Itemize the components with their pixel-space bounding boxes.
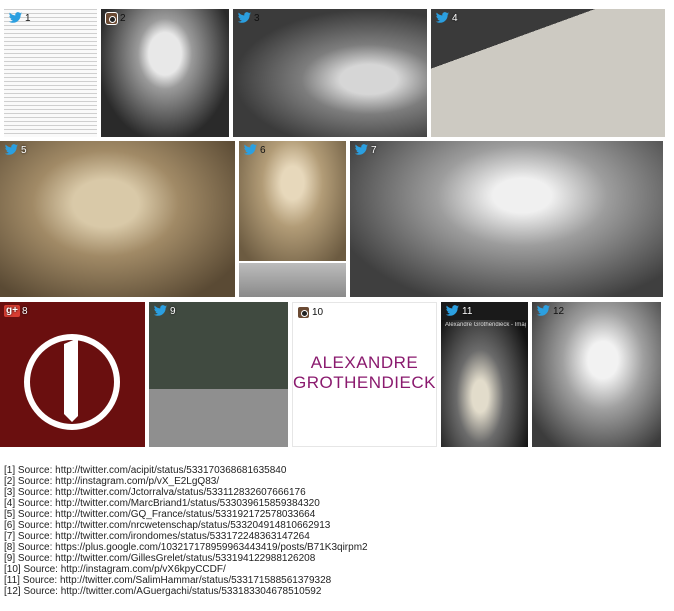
tile-number: 12: [553, 305, 565, 317]
photo-tile-10[interactable]: 10 ALEXANDRE GROTHENDIECK: [292, 302, 437, 447]
source-line: [2] Source: http://instagram.com/p/vX_E2…: [4, 476, 220, 487]
tile-badge: 12: [536, 305, 564, 317]
photo-tile-3[interactable]: 3: [233, 9, 427, 137]
tile-number: 1: [25, 12, 31, 24]
instagram-icon: [297, 306, 310, 319]
twitter-bird-icon: [8, 12, 23, 23]
tile-number: 8: [21, 305, 28, 317]
name-line-2: GROTHENDIECK: [293, 373, 436, 392]
google-plus-icon: g+: [4, 305, 20, 317]
tile-badge: 4: [435, 12, 458, 24]
circle-logo-icon: [24, 334, 120, 430]
sources-list: [1] Source: http://twitter.com/acipit/st…: [4, 465, 368, 597]
tile-number: 2: [120, 13, 126, 24]
tile-number: 11: [462, 305, 473, 317]
source-line: [4] Source: http://twitter.com/MarcBrian…: [4, 498, 320, 509]
photo-tile-6[interactable]: 6: [239, 141, 346, 297]
tile-badge: 11: [445, 305, 472, 317]
twitter-bird-icon: [536, 305, 551, 316]
phone-status-bar: [441, 302, 528, 320]
tile-badge: 3: [237, 12, 260, 24]
source-line: [3] Source: http://twitter.com/Jctorralv…: [4, 487, 306, 498]
twitter-bird-icon: [243, 144, 258, 155]
source-line: [11] Source: http://twitter.com/SalimHam…: [4, 575, 332, 586]
photo-tile-6-top: [239, 141, 346, 261]
photo-tile-11[interactable]: Alexandre Grothendieck - Imag... 11: [441, 302, 528, 447]
twitter-bird-icon: [354, 144, 369, 155]
source-line: [6] Source: http://twitter.com/nrcwetens…: [4, 520, 331, 531]
tile-badge: 9: [153, 305, 176, 317]
source-line: [7] Source: http://twitter.com/irondomes…: [4, 531, 310, 542]
twitter-bird-icon: [153, 305, 168, 316]
tile-badge: 6: [243, 144, 266, 156]
photo-tile-1[interactable]: 1: [4, 9, 97, 137]
source-line: [10] Source: http://instagram.com/p/vX6k…: [4, 564, 226, 575]
tile-badge: g+ 8: [4, 305, 28, 317]
twitter-bird-icon: [445, 305, 460, 316]
photo-tile-7[interactable]: 7: [350, 141, 663, 297]
tile-number: 7: [371, 144, 377, 156]
photo-tile-9[interactable]: 9: [149, 302, 288, 447]
photo-tile-8[interactable]: g+ 8: [0, 302, 145, 447]
tile-number: 10: [312, 307, 324, 318]
tile-number: 5: [21, 144, 27, 156]
source-line: [1] Source: http://twitter.com/acipit/st…: [4, 465, 287, 476]
tile-number: 9: [170, 305, 176, 317]
photo-tile-4[interactable]: 4: [431, 9, 665, 137]
tile-badge: 7: [354, 144, 377, 156]
name-text: ALEXANDRE GROTHENDIECK: [293, 353, 436, 393]
twitter-bird-icon: [4, 144, 19, 155]
source-line: [12] Source: http://twitter.com/AGuergac…: [4, 586, 322, 597]
photo-tile-6-bottom: [239, 263, 346, 297]
tile-badge: 5: [4, 144, 27, 156]
tile-number: 4: [452, 12, 458, 24]
tile-badge: 1: [8, 12, 31, 24]
photo-tile-2[interactable]: 2: [101, 9, 229, 137]
tile-badge: 10: [297, 306, 323, 319]
name-line-1: ALEXANDRE: [310, 353, 419, 372]
photo-tile-12[interactable]: 12: [532, 302, 661, 447]
tile-number: 3: [254, 12, 260, 24]
instagram-icon: [105, 12, 118, 25]
tile-number: 6: [260, 144, 266, 156]
source-line: [8] Source: https://plus.google.com/1032…: [4, 542, 368, 553]
twitter-bird-icon: [237, 12, 252, 23]
tile-badge: 2: [105, 12, 126, 25]
photo-tile-5[interactable]: 5: [0, 141, 235, 297]
phone-caption: Alexandre Grothendieck - Imag...: [445, 322, 526, 328]
twitter-bird-icon: [435, 12, 450, 23]
source-line: [9] Source: http://twitter.com/GillesGre…: [4, 553, 316, 564]
source-line: [5] Source: http://twitter.com/GQ_France…: [4, 509, 316, 520]
